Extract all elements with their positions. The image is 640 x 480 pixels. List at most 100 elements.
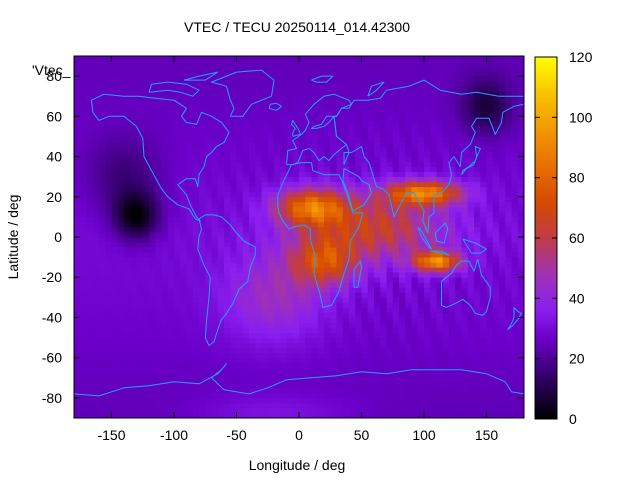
heatmap-cell xyxy=(386,322,394,328)
heatmap-cell xyxy=(486,267,494,273)
heatmap-cell xyxy=(80,352,87,359)
heatmap-cell xyxy=(330,81,337,87)
heatmap-cell xyxy=(92,407,100,414)
heatmap-cell xyxy=(230,352,237,359)
heatmap-cell xyxy=(74,302,81,308)
heatmap-cell xyxy=(311,407,319,414)
heatmap-cell xyxy=(374,146,381,152)
heatmap-cell xyxy=(174,71,181,77)
heatmap-cell xyxy=(211,307,219,313)
heatmap-cell xyxy=(380,407,387,414)
heatmap-cell xyxy=(86,131,94,137)
heatmap-cell xyxy=(117,111,125,117)
heatmap-cell xyxy=(299,312,306,318)
heatmap-cell xyxy=(286,307,294,313)
heatmap-cell xyxy=(324,402,331,409)
heatmap-cell xyxy=(242,382,250,389)
heatmap-cell xyxy=(261,136,269,142)
heatmap-cell xyxy=(142,71,150,77)
heatmap-cell xyxy=(280,287,287,293)
heatmap-cell xyxy=(436,277,444,283)
heatmap-cell xyxy=(255,66,262,72)
heatmap-cell xyxy=(99,242,106,248)
heatmap-cell xyxy=(499,412,506,419)
heatmap-cell xyxy=(249,221,256,228)
heatmap-cell xyxy=(136,206,144,213)
heatmap-cell xyxy=(161,181,169,188)
heatmap-cell xyxy=(449,181,456,188)
heatmap-cell xyxy=(99,201,106,208)
heatmap-cell xyxy=(355,96,362,102)
heatmap-cell xyxy=(80,221,87,228)
heatmap-cell xyxy=(355,352,362,359)
heatmap-cell xyxy=(236,181,244,188)
heatmap-cell xyxy=(417,126,425,132)
heatmap-cell xyxy=(355,116,362,122)
heatmap-cell xyxy=(342,201,350,208)
heatmap-cell xyxy=(299,352,306,359)
heatmap-cell xyxy=(311,392,319,399)
heatmap-cell xyxy=(417,156,425,162)
heatmap-cell xyxy=(480,267,487,273)
heatmap-cell xyxy=(317,357,325,364)
heatmap-cell xyxy=(336,211,344,218)
heatmap-cell xyxy=(342,131,350,137)
heatmap-cell xyxy=(305,347,312,354)
heatmap-cell xyxy=(374,126,381,132)
heatmap-cell xyxy=(105,392,112,399)
heatmap-cell xyxy=(324,247,331,253)
heatmap-cell xyxy=(261,196,269,203)
heatmap-cell xyxy=(74,131,81,137)
heatmap-cell xyxy=(305,206,312,213)
heatmap-cell xyxy=(80,292,87,298)
heatmap-cell xyxy=(167,111,175,117)
heatmap-cell xyxy=(280,407,287,414)
heatmap-cell xyxy=(155,86,162,92)
heatmap-cell xyxy=(455,216,462,223)
heatmap-cell xyxy=(292,191,300,198)
heatmap-cell xyxy=(311,292,319,298)
heatmap-cell xyxy=(474,191,481,198)
heatmap-cell xyxy=(117,221,125,228)
heatmap-cell xyxy=(236,322,244,328)
heatmap-cell xyxy=(336,66,344,72)
heatmap-cell xyxy=(486,76,494,82)
heatmap-cell xyxy=(267,317,275,323)
heatmap-cell xyxy=(311,201,319,208)
heatmap-cell xyxy=(311,337,319,343)
heatmap-cell xyxy=(155,342,162,349)
heatmap-cell xyxy=(405,141,412,147)
heatmap-cell xyxy=(249,282,256,288)
heatmap-cell xyxy=(167,352,175,359)
heatmap-cell xyxy=(105,66,112,72)
heatmap-cell xyxy=(324,282,331,288)
heatmap-cell xyxy=(80,297,87,303)
heatmap-cell xyxy=(261,116,269,122)
heatmap-cell xyxy=(436,262,444,268)
heatmap-cell xyxy=(342,176,350,183)
heatmap-cell xyxy=(411,61,419,67)
heatmap-cell xyxy=(386,342,394,349)
heatmap-cell xyxy=(242,367,250,374)
heatmap-cell xyxy=(92,257,100,263)
heatmap-cell xyxy=(174,347,181,354)
heatmap-cell xyxy=(236,131,244,137)
heatmap-cell xyxy=(392,141,400,147)
heatmap-cell xyxy=(99,292,106,298)
heatmap-cell xyxy=(430,237,437,243)
heatmap-cell xyxy=(99,392,106,399)
heatmap-cell xyxy=(99,86,106,92)
heatmap-cell xyxy=(461,206,469,213)
heatmap-cell xyxy=(342,272,350,278)
heatmap-cell xyxy=(349,186,356,193)
heatmap-cell xyxy=(449,206,456,213)
heatmap-cell xyxy=(305,151,312,157)
heatmap-cell xyxy=(305,327,312,333)
heatmap-cell xyxy=(467,242,475,248)
heatmap-cell xyxy=(386,116,394,122)
heatmap-cell xyxy=(467,287,475,293)
heatmap-cell xyxy=(411,176,419,183)
heatmap-cell xyxy=(142,392,150,399)
heatmap-cell xyxy=(336,186,344,193)
heatmap-cell xyxy=(280,126,287,132)
